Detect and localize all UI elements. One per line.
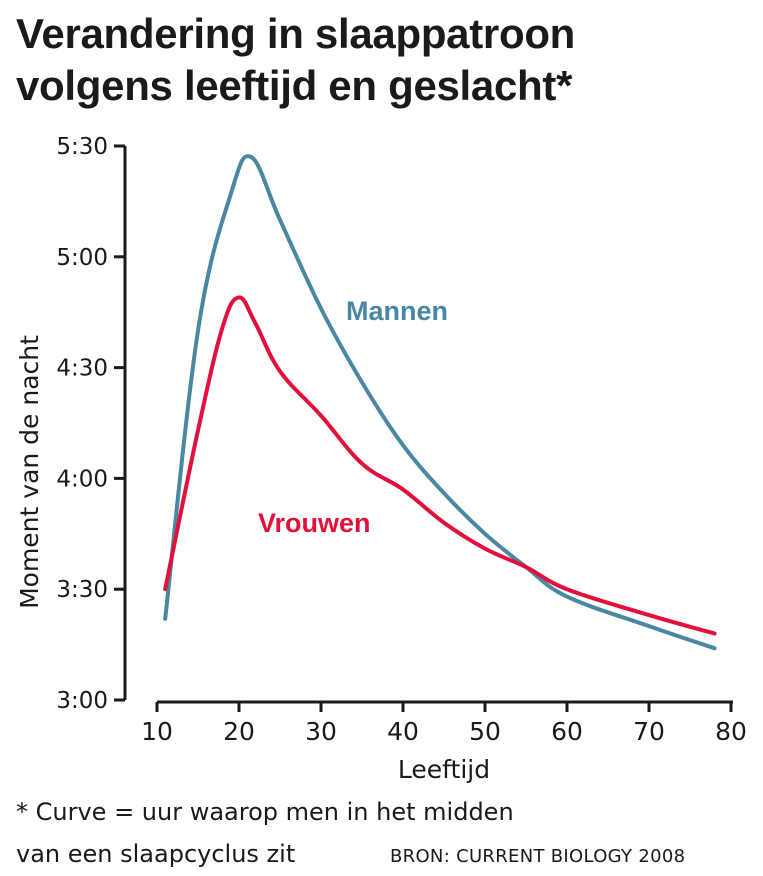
x-tick-label: 20	[223, 717, 255, 746]
title-line-2: volgens leeftijd en geslacht*	[16, 62, 573, 109]
x-axis-label: Leeftijd	[398, 755, 490, 784]
series-line-vrouwen	[163, 295, 717, 636]
x-tick-label: 30	[305, 717, 337, 746]
source-note: BRON: CURRENT BIOLOGY 2008	[390, 846, 686, 867]
footnote-line-2: van een slaapcyclus zit	[16, 840, 296, 868]
y-tick-label: 4:00	[56, 466, 108, 492]
y-tick-label: 5:00	[56, 245, 108, 271]
series-label-vrouwen: Vrouwen	[258, 508, 371, 538]
y-axis-label: Moment van de nacht	[15, 335, 44, 609]
series-label-mannen: Mannen	[346, 296, 448, 326]
x-tick-label: 40	[387, 717, 419, 746]
y-tick-label: 5:30	[56, 134, 108, 160]
x-tick-label: 50	[469, 717, 501, 746]
y-tick-label: 4:30	[56, 356, 108, 382]
x-tick-label: 10	[141, 717, 173, 746]
x-tick-label: 80	[715, 717, 747, 746]
x-tick-label: 60	[551, 717, 583, 746]
title-line-1: Verandering in slaappatroon	[16, 10, 576, 57]
x-tick-label: 70	[633, 717, 665, 746]
y-tick-label: 3:30	[56, 577, 108, 603]
chart-title: Verandering in slaappatroon volgens leef…	[16, 8, 575, 112]
y-tick-label: 3:00	[56, 688, 108, 714]
footnote-line-1: * Curve = uur waarop men in het midden	[16, 798, 514, 826]
series-line-mannen	[163, 154, 717, 651]
